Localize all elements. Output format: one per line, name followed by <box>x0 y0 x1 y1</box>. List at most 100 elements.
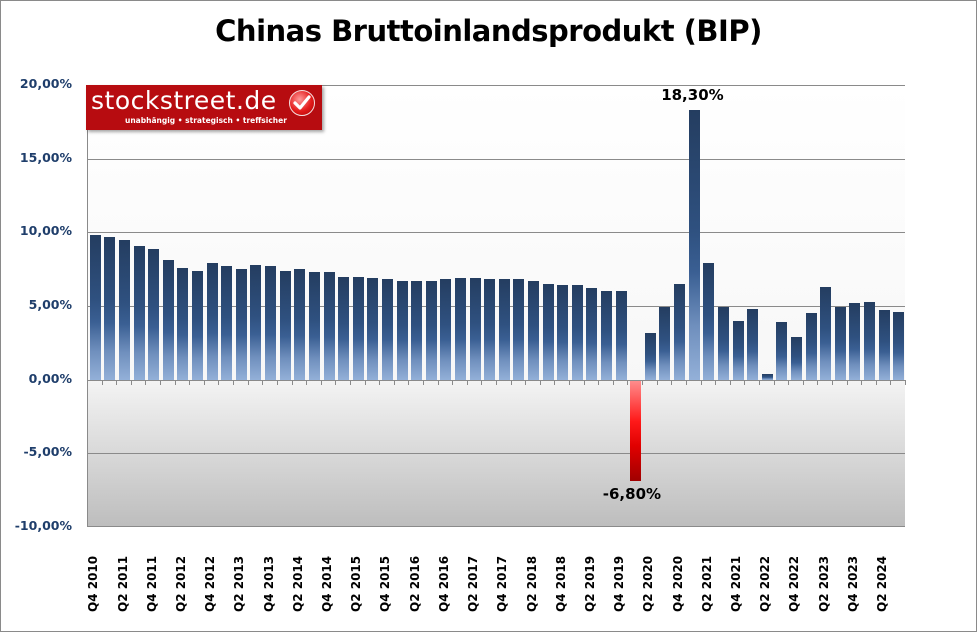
x-tick-label: Q2 2012 <box>173 555 188 612</box>
x-tick-label: Q4 2021 <box>729 555 744 612</box>
x-tick-mark <box>905 379 906 385</box>
gridline <box>88 158 905 160</box>
bar-q3-2018 <box>542 283 554 380</box>
bar-q1-2021 <box>688 110 700 380</box>
bar-q4-2010 <box>89 235 101 380</box>
bar-q4-2013 <box>265 266 277 380</box>
bar-q3-2017 <box>484 279 496 380</box>
bar-q4-2020 <box>674 283 686 380</box>
x-tick-mark <box>306 379 308 385</box>
x-tick-mark <box>685 379 687 385</box>
y-tick-label: -10,00% <box>14 518 72 533</box>
gridline <box>88 453 905 455</box>
x-tick-mark <box>656 379 658 385</box>
x-tick-mark <box>481 379 483 385</box>
x-tick-label: Q2 2017 <box>466 555 481 612</box>
x-tick-mark <box>554 379 556 385</box>
x-tick-label: Q2 2015 <box>349 555 364 612</box>
x-tick-mark <box>700 379 702 385</box>
bar-q1-2022 <box>747 308 759 380</box>
x-tick-mark <box>612 379 614 385</box>
gridline <box>88 85 905 86</box>
x-tick-mark <box>846 379 848 385</box>
x-tick-mark <box>525 379 527 385</box>
x-tick-label: Q4 2012 <box>203 555 218 612</box>
bar-q3-2015 <box>367 278 379 380</box>
x-tick-mark <box>145 379 147 385</box>
x-tick-mark <box>203 379 205 385</box>
gridline <box>88 526 905 527</box>
x-tick-mark <box>758 379 760 385</box>
bar-q3-2023 <box>834 307 846 380</box>
x-tick-label: Q4 2013 <box>261 555 276 612</box>
bar-q4-2023 <box>849 303 861 380</box>
gridline <box>88 232 905 234</box>
bar-q1-2011 <box>104 236 116 380</box>
x-tick-mark <box>174 379 176 385</box>
x-tick-mark <box>101 379 103 385</box>
y-tick-label: 0,00% <box>28 370 72 386</box>
y-tick-label: -5,00% <box>23 444 72 460</box>
x-tick-mark <box>364 379 366 385</box>
x-tick-mark <box>466 379 468 385</box>
data-label: -6,80% <box>602 484 662 503</box>
stockstreet-logo: stockstreet.de unabhängig • strategisch … <box>86 85 322 130</box>
bar-q4-2019 <box>615 291 627 380</box>
bar-q2-2017 <box>469 278 481 380</box>
x-tick-label: Q4 2016 <box>436 555 451 612</box>
bar-q2-2013 <box>235 269 247 380</box>
bar-q4-2018 <box>557 285 569 380</box>
bar-q3-2020 <box>659 307 671 380</box>
x-tick-mark <box>861 379 863 385</box>
y-tick-label: 5,00% <box>28 297 72 312</box>
x-tick-mark <box>291 379 293 385</box>
bar-q2-2024 <box>878 310 890 380</box>
bar-q1-2017 <box>454 278 466 380</box>
bar-q2-2021 <box>703 263 715 380</box>
bar-q2-2023 <box>820 286 832 380</box>
bar-q2-2014 <box>294 269 306 380</box>
x-tick-label: Q2 2016 <box>407 555 422 612</box>
x-tick-mark <box>262 379 264 385</box>
negative-region <box>88 379 905 527</box>
x-tick-mark <box>598 379 600 385</box>
x-tick-label: Q2 2019 <box>582 555 597 612</box>
x-tick-label: Q2 2023 <box>816 555 831 612</box>
x-tick-label: Q2 2013 <box>232 555 247 612</box>
bar-q4-2017 <box>498 279 510 380</box>
bar-q1-2024 <box>863 301 875 380</box>
x-tick-label: Q2 2020 <box>641 555 656 612</box>
x-tick-mark <box>744 379 746 385</box>
bar-q3-2022 <box>776 322 788 380</box>
bar-q2-2016 <box>411 280 423 380</box>
bar-q3-2019 <box>601 291 613 380</box>
bar-q3-2011 <box>133 245 145 380</box>
y-tick-label: 15,00% <box>19 149 72 165</box>
x-tick-mark <box>393 379 395 385</box>
bar-q1-2018 <box>513 279 525 380</box>
bar-q1-2015 <box>338 276 350 380</box>
x-tick-mark <box>320 379 322 385</box>
bar-q2-2022 <box>761 373 773 380</box>
x-tick-mark <box>627 379 629 385</box>
x-tick-mark <box>116 379 118 385</box>
x-tick-mark <box>831 379 833 385</box>
x-tick-label: Q4 2020 <box>670 555 685 612</box>
bar-q2-2012 <box>177 267 189 380</box>
bar-q3-2021 <box>717 307 729 380</box>
x-tick-label: Q4 2017 <box>495 555 510 612</box>
bar-q1-2012 <box>162 260 174 380</box>
bar-q2-2015 <box>352 276 364 380</box>
bar-q1-2020 <box>630 380 642 481</box>
x-tick-label: Q2 2018 <box>524 555 539 612</box>
bar-q4-2015 <box>381 279 393 380</box>
bar-q4-2014 <box>323 272 335 380</box>
logo-tagline: unabhängig • strategisch • treffsicher <box>125 116 287 125</box>
bar-q1-2016 <box>396 280 408 380</box>
x-tick-mark <box>247 379 249 385</box>
x-tick-label: Q2 2014 <box>290 555 305 612</box>
bar-q3-2024 <box>893 311 905 380</box>
bar-q4-2021 <box>732 320 744 380</box>
data-label: 18,30% <box>661 86 724 105</box>
x-tick-mark <box>130 379 132 385</box>
